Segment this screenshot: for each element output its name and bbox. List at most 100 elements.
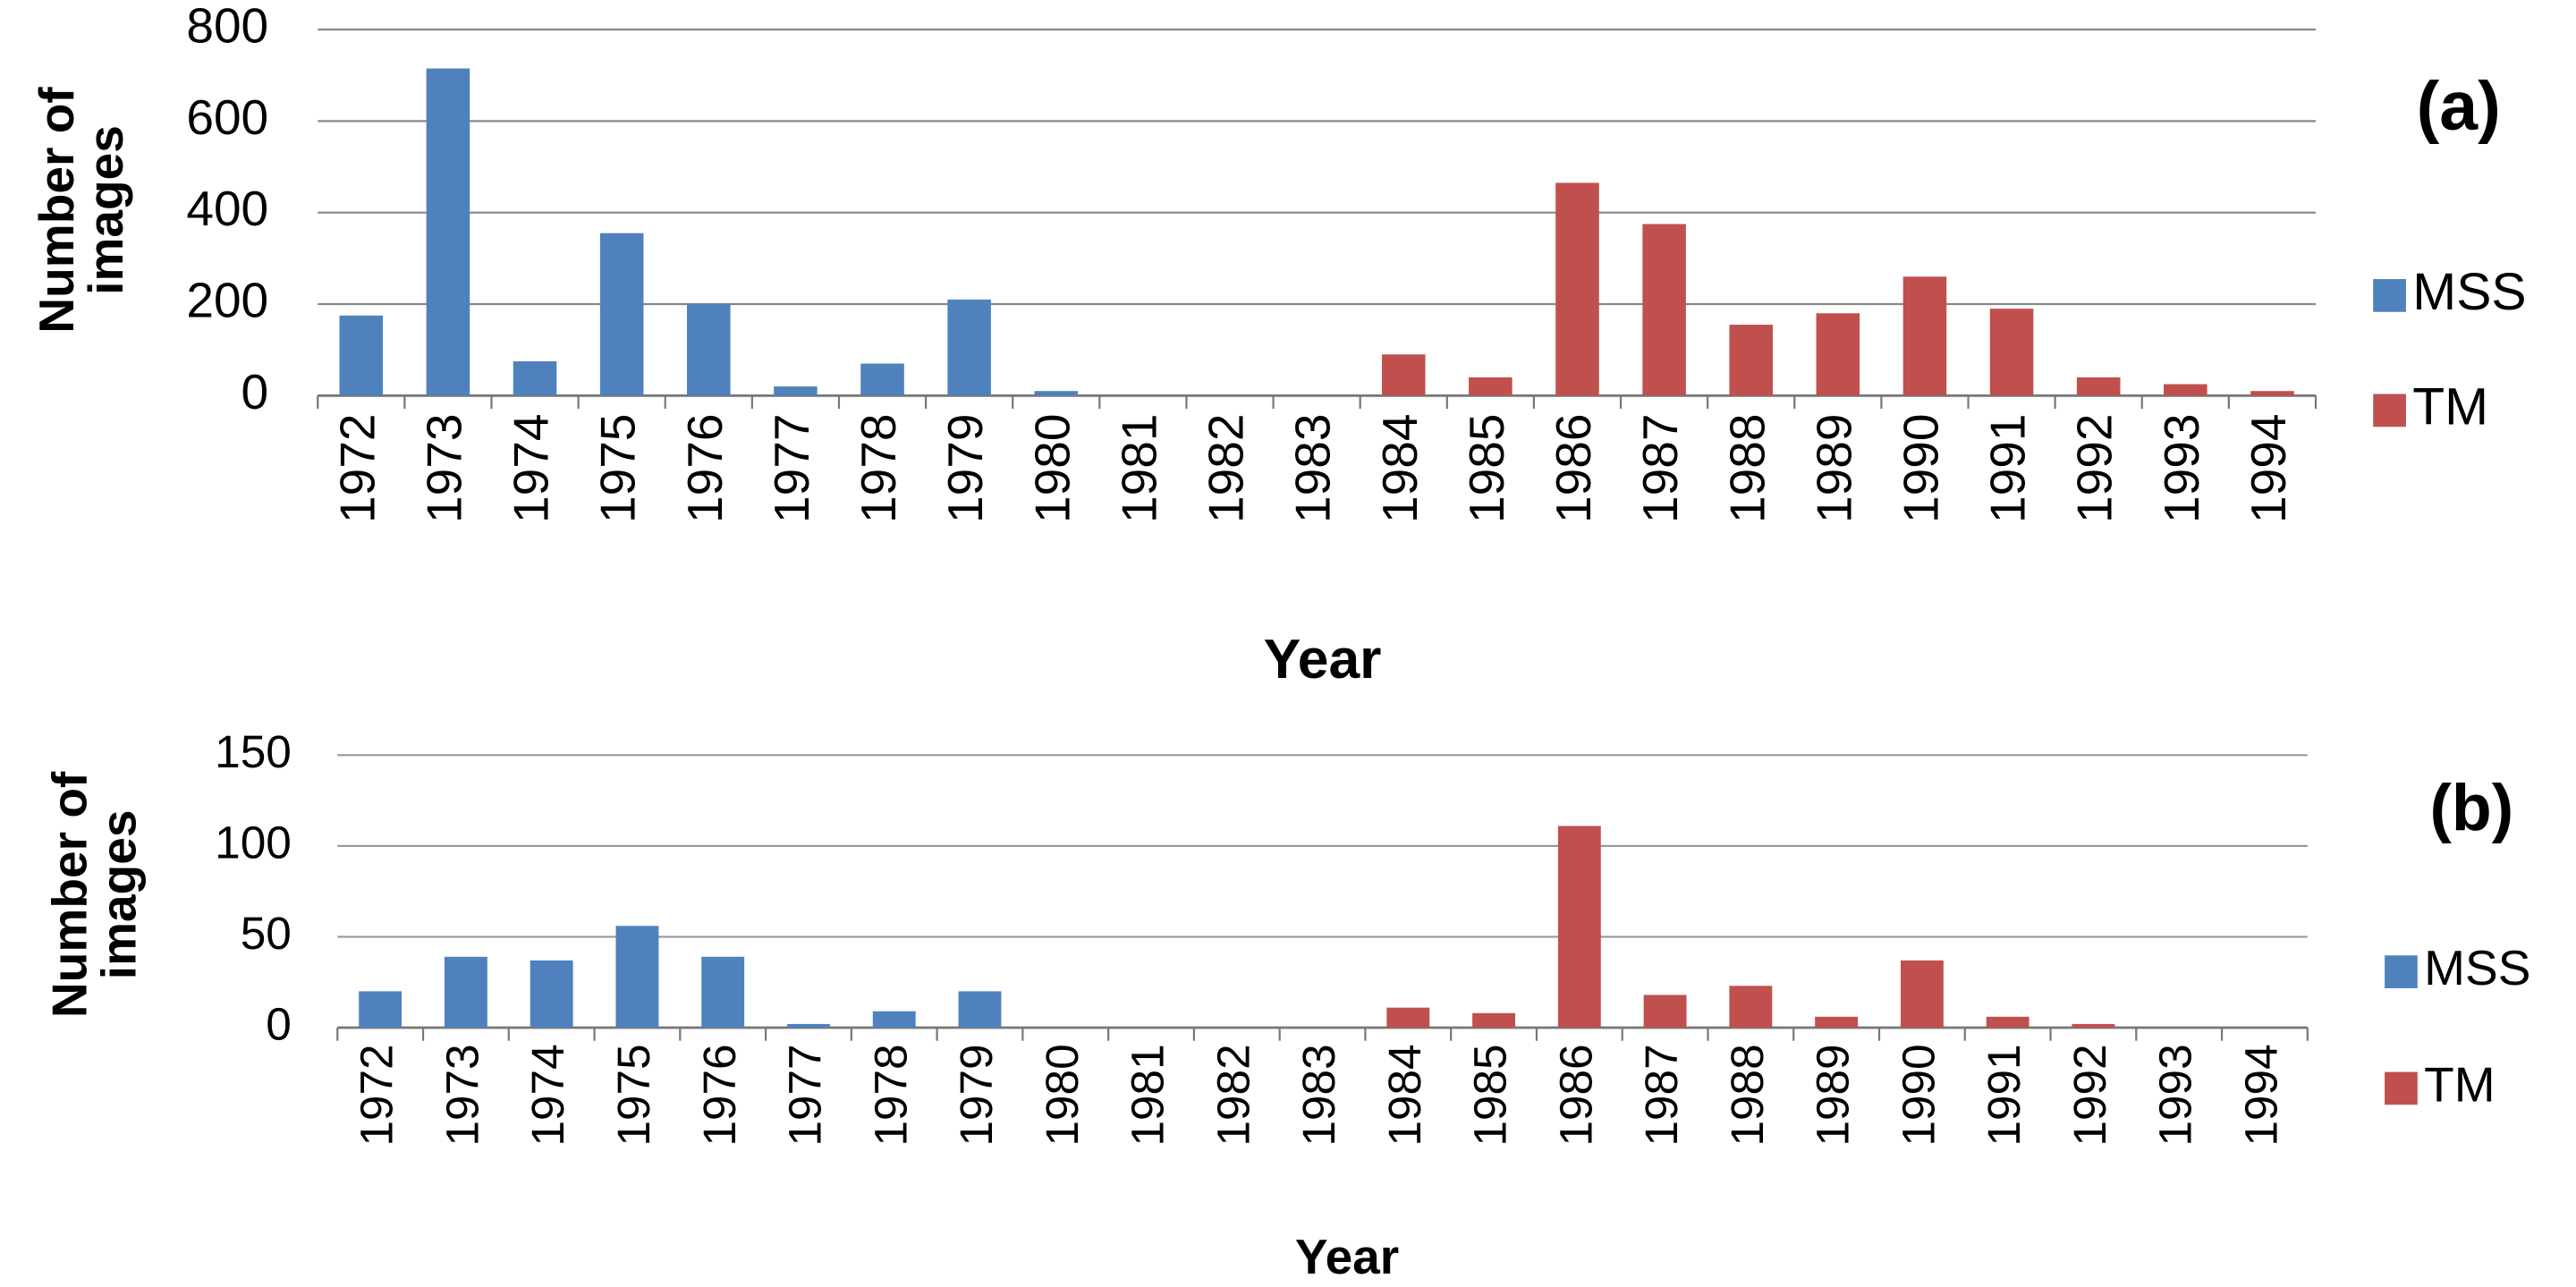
- bar: [444, 956, 487, 1028]
- legend-label: TM: [2424, 1056, 2495, 1112]
- y-tick-label: 600: [186, 89, 268, 145]
- y-tick-label: 0: [242, 364, 269, 419]
- legend-label: MSS: [2424, 940, 2530, 995]
- legend-label: MSS: [2412, 263, 2526, 321]
- x-tick-label: 1978: [851, 414, 906, 523]
- bar: [1381, 354, 1426, 396]
- x-tick-label: 1990: [1894, 414, 1949, 523]
- x-tick-label: 1972: [329, 414, 385, 523]
- y-tick-label: 100: [215, 816, 292, 868]
- bar: [1469, 377, 1513, 396]
- x-tick-label: 1982: [1207, 1044, 1258, 1146]
- x-tick-label: 1972: [351, 1044, 402, 1146]
- y-axis-title: Number of images: [30, 87, 134, 334]
- y-axis-title: Number of images: [43, 771, 148, 1018]
- x-tick-label: 1990: [1892, 1044, 1944, 1146]
- x-tick-label: 1993: [2154, 414, 2209, 523]
- bar: [359, 991, 402, 1028]
- y-tick-label: 50: [241, 907, 292, 959]
- bar: [1472, 1012, 1516, 1028]
- x-tick-label: 1992: [2063, 1044, 2115, 1146]
- x-tick-label: 1976: [677, 414, 733, 523]
- y-tick-label: 0: [266, 998, 292, 1050]
- y-tick-label: 800: [186, 0, 268, 54]
- x-tick-label: 1989: [1806, 414, 1861, 523]
- bar: [787, 1023, 830, 1028]
- x-tick-label: 1991: [1980, 414, 2036, 523]
- x-tick-label: 1989: [1807, 1044, 1859, 1146]
- legend-label: TM: [2412, 377, 2488, 436]
- bar: [1989, 309, 2034, 396]
- bar: [2164, 384, 2207, 396]
- x-tick-label: 1974: [504, 414, 559, 523]
- x-axis-title: Year: [1264, 629, 1382, 690]
- bar: [599, 233, 644, 396]
- legend-swatch: [2373, 279, 2406, 312]
- x-tick-label: 1980: [1036, 1044, 1088, 1146]
- x-tick-label: 1994: [2241, 414, 2296, 523]
- x-tick-label: 1987: [1632, 414, 1688, 523]
- y-tick-label: 150: [215, 725, 292, 777]
- legend-swatch: [2373, 394, 2406, 428]
- bar: [2076, 377, 2121, 396]
- x-tick-label: 1987: [1635, 1044, 1687, 1146]
- bar: [958, 991, 1002, 1028]
- bar: [426, 68, 470, 396]
- x-tick-label: 1980: [1024, 414, 1080, 523]
- x-tick-label: 1976: [693, 1044, 745, 1146]
- x-tick-label: 1979: [937, 414, 993, 523]
- bar: [2250, 391, 2294, 396]
- x-tick-label: 1985: [1459, 414, 1514, 523]
- bar: [339, 315, 384, 396]
- x-tick-label: 1986: [1549, 1044, 1601, 1146]
- x-tick-label: 1977: [764, 414, 819, 523]
- bar: [872, 1011, 916, 1028]
- bar: [1557, 826, 1601, 1028]
- x-axis-title: Year: [1295, 1229, 1399, 1284]
- x-tick-label: 1993: [2149, 1044, 2201, 1146]
- x-tick-label: 1973: [436, 1044, 487, 1146]
- x-tick-label: 1988: [1721, 1044, 1773, 1146]
- bar: [947, 299, 991, 396]
- x-tick-label: 1974: [521, 1044, 573, 1146]
- bar: [1643, 995, 1687, 1028]
- x-tick-label: 1986: [1546, 414, 1601, 523]
- x-tick-label: 1985: [1464, 1044, 1516, 1146]
- x-tick-label: 1975: [607, 1044, 659, 1146]
- x-tick-label: 1975: [590, 414, 646, 523]
- x-tick-label: 1992: [2067, 414, 2123, 523]
- y-tick-label: 200: [186, 273, 268, 328]
- x-tick-label: 1977: [779, 1044, 831, 1146]
- bar: [2072, 1023, 2115, 1028]
- bar: [687, 304, 731, 396]
- panel-label: (b): [2429, 771, 2513, 844]
- bar: [1986, 1016, 2029, 1028]
- x-tick-label: 1982: [1199, 414, 1254, 523]
- bar: [774, 386, 818, 396]
- x-tick-label: 1988: [1719, 414, 1775, 523]
- x-tick-label: 1984: [1372, 414, 1428, 523]
- x-tick-label: 1991: [1978, 1044, 2029, 1146]
- x-tick-label: 1983: [1285, 414, 1341, 523]
- y-tick-label: 400: [186, 181, 268, 236]
- x-tick-label: 1981: [1122, 1044, 1174, 1146]
- bar: [1902, 276, 1947, 396]
- bar: [1815, 1016, 1859, 1028]
- bar: [615, 926, 659, 1028]
- x-tick-label: 1973: [416, 414, 471, 523]
- bar: [1642, 224, 1686, 396]
- x-tick-label: 1979: [950, 1044, 1002, 1146]
- bar: [1555, 182, 1599, 396]
- bar: [530, 960, 573, 1028]
- bar: [1729, 986, 1773, 1028]
- bar: [1729, 325, 1773, 396]
- bar: [1816, 313, 1860, 396]
- legend-swatch: [2385, 955, 2418, 988]
- y-axis-title-box: Number of images: [30, 87, 134, 334]
- x-tick-label: 1983: [1292, 1044, 1344, 1146]
- bar: [701, 956, 745, 1028]
- x-tick-label: 1981: [1111, 414, 1166, 523]
- bar: [860, 363, 904, 396]
- x-tick-label: 1984: [1378, 1044, 1430, 1146]
